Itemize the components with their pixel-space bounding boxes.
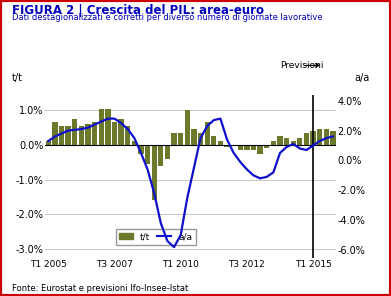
Bar <box>258 145 263 154</box>
Bar <box>310 131 316 145</box>
Bar <box>92 123 97 145</box>
Bar <box>324 129 329 145</box>
Legend: t/t, a/a: t/t, a/a <box>116 229 196 245</box>
Bar <box>297 138 303 145</box>
Bar <box>185 110 190 145</box>
Bar <box>178 133 183 145</box>
Bar <box>52 123 57 145</box>
Bar <box>105 109 111 145</box>
Bar <box>85 124 91 145</box>
Bar <box>145 145 150 164</box>
Bar <box>330 131 335 145</box>
Bar <box>224 145 230 147</box>
Bar <box>291 141 296 145</box>
Text: Previsioni: Previsioni <box>280 61 323 70</box>
Bar <box>171 133 177 145</box>
Bar <box>317 129 322 145</box>
Bar <box>152 145 157 200</box>
Bar <box>118 119 124 145</box>
Bar <box>244 145 249 150</box>
Bar <box>79 126 84 145</box>
Bar <box>284 138 289 145</box>
Text: Fonte: Eurostat e previsioni Ifo-Insee-Istat: Fonte: Eurostat e previsioni Ifo-Insee-I… <box>12 284 188 293</box>
Bar <box>112 123 117 145</box>
Text: t/t: t/t <box>11 73 22 83</box>
Text: FIGURA 2 | Crescita del PIL: area-euro: FIGURA 2 | Crescita del PIL: area-euro <box>12 4 264 17</box>
Bar <box>211 136 217 145</box>
Bar <box>198 133 203 145</box>
Bar <box>46 141 51 145</box>
Bar <box>165 145 170 159</box>
Bar <box>59 126 64 145</box>
Bar <box>132 141 137 145</box>
Bar <box>158 145 163 166</box>
Bar <box>277 136 283 145</box>
Bar <box>204 123 210 145</box>
Bar <box>125 126 130 145</box>
Bar <box>271 141 276 145</box>
Bar <box>99 109 104 145</box>
Bar <box>191 129 197 145</box>
Bar <box>65 126 71 145</box>
Bar <box>264 145 269 148</box>
Bar <box>304 133 309 145</box>
Bar <box>251 145 256 150</box>
Bar <box>138 145 143 154</box>
Bar <box>72 119 77 145</box>
Bar <box>238 145 243 150</box>
Text: a/a: a/a <box>355 73 370 83</box>
Text: Dati destagionalizzati e corretti per diverso numero di giornate lavorative: Dati destagionalizzati e corretti per di… <box>12 13 322 22</box>
Bar <box>218 141 223 145</box>
